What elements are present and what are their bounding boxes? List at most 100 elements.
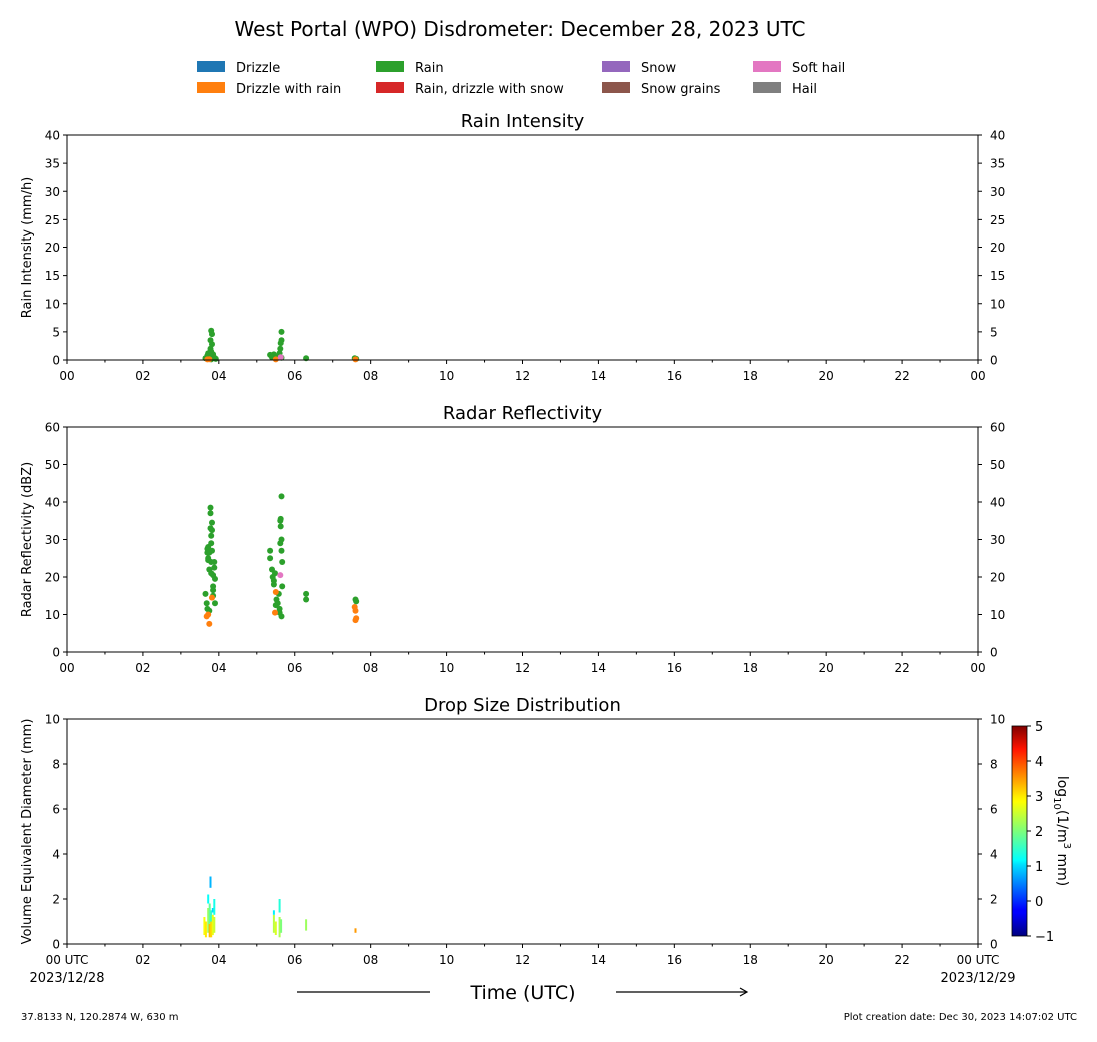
data-point (276, 605, 283, 612)
data-point (278, 328, 285, 335)
y-tick-label-right: 20 (990, 571, 1005, 585)
data-point (278, 613, 285, 620)
legend-label: Snow grains (641, 82, 721, 97)
colorbar-tick-label: −1 (1035, 930, 1054, 945)
x-tick-label: 06 (287, 953, 302, 967)
colorbar-tick-label: 4 (1035, 755, 1043, 770)
y-tick-label: 0 (52, 646, 60, 660)
footer-location: 37.8133 N, 120.2874 W, 630 m (21, 1012, 179, 1023)
data-point (209, 594, 215, 601)
heatmap-cell (204, 921, 207, 938)
y-tick-label-right: 0 (990, 354, 998, 368)
y-tick-label-right: 10 (990, 297, 1005, 311)
y-tick-label: 8 (52, 758, 60, 772)
plot-frame (66, 426, 979, 653)
y-tick-label: 10 (45, 297, 60, 311)
x-tick-label: 04 (211, 953, 226, 967)
y-tick-label-right: 25 (990, 213, 1005, 227)
colorbar-gradient (1011, 725, 1028, 937)
data-point (206, 620, 213, 627)
x-tick-label: 06 (287, 369, 302, 383)
data-point (207, 504, 214, 511)
heatmap-cell (272, 910, 275, 915)
heatmap-cell (207, 894, 210, 904)
colorbar-tick-label: 3 (1035, 790, 1043, 805)
colorbar-label-end: mm) (1054, 849, 1070, 886)
data-point (272, 609, 278, 616)
legend-label: Hail (792, 82, 817, 97)
colorbar-tick-label: 0 (1035, 895, 1043, 910)
y-tick-label-right: 40 (990, 496, 1005, 510)
y-tick-label: 30 (45, 185, 60, 199)
x-tick-label: 00 UTC (957, 953, 1000, 967)
x-tick-label: 20 (819, 661, 834, 675)
legend-swatch (197, 82, 225, 93)
x-tick-label: 20 (819, 369, 834, 383)
x-tick-label: 08 (363, 953, 378, 967)
x-tick-label: 10 (439, 661, 454, 675)
data-point (205, 611, 212, 618)
y-tick-label: 0 (52, 938, 60, 952)
data-point (274, 600, 281, 607)
data-point (209, 519, 215, 526)
colorbar-tick-label: 1 (1035, 860, 1043, 875)
data-point (353, 598, 360, 605)
date-start-label: 2023/12/28 (30, 971, 105, 986)
heatmap-cell (305, 919, 308, 931)
y-tick-label: 40 (45, 129, 60, 143)
heatmap-cell (272, 914, 275, 933)
legend-swatch (602, 82, 630, 93)
data-point (272, 356, 279, 363)
y-tick-label-right: 30 (990, 533, 1005, 547)
x-tick-label: 10 (439, 369, 454, 383)
y-tick-label-right: 0 (990, 646, 998, 660)
y-tick-label: 10 (45, 608, 60, 622)
data-point (272, 589, 279, 595)
data-point (270, 577, 277, 584)
data-point (278, 547, 285, 554)
y-tick-label: 5 (52, 325, 60, 339)
plot-frame (66, 134, 979, 361)
plot-frame (66, 718, 979, 945)
data-point (208, 532, 215, 539)
y-tick-label: 4 (52, 848, 60, 862)
data-point (204, 549, 211, 556)
data-point (267, 547, 274, 554)
x-tick-label: 18 (743, 661, 758, 675)
y-tick-label: 35 (45, 157, 60, 171)
data-point (272, 570, 278, 577)
x-tick-label: 14 (591, 953, 606, 967)
y-tick-label-right: 35 (990, 157, 1005, 171)
colorbar-tick-label: 2 (1035, 825, 1043, 840)
y-tick-label-right: 8 (990, 758, 998, 772)
colorbar-tick-label: 5 (1035, 720, 1043, 735)
x-tick-label: 00 (970, 661, 985, 675)
y-tick-label-right: 20 (990, 241, 1005, 255)
y-tick-label-right: 15 (990, 269, 1005, 283)
panel-title: Radar Reflectivity (443, 403, 603, 424)
y-tick-label: 20 (45, 571, 60, 585)
x-tick-label: 20 (819, 953, 834, 967)
legend-label: Rain (415, 61, 444, 76)
y-tick-label: 20 (45, 241, 60, 255)
x-tick-label: 12 (515, 369, 530, 383)
x-tick-label: 22 (894, 953, 909, 967)
heatmap-cell (209, 876, 212, 888)
legend-label: Soft hail (792, 61, 845, 76)
legend-swatch (197, 61, 225, 72)
legend-label: Rain, drizzle with snow (415, 82, 564, 97)
x-tick-label: 16 (667, 661, 682, 675)
x-tick-label: 14 (591, 369, 606, 383)
data-point (352, 607, 359, 614)
heatmap-cell (211, 914, 214, 936)
heatmap-cell (278, 917, 281, 938)
panel-title: Drop Size Distribution (424, 695, 621, 716)
data-point (279, 559, 286, 565)
x-tick-label: 22 (894, 369, 909, 383)
x-tick-label: 00 (970, 369, 985, 383)
colorbar-ticks: 5 4 3 2 1 0 −1 (1027, 720, 1054, 945)
heatmap-cell (280, 919, 283, 933)
